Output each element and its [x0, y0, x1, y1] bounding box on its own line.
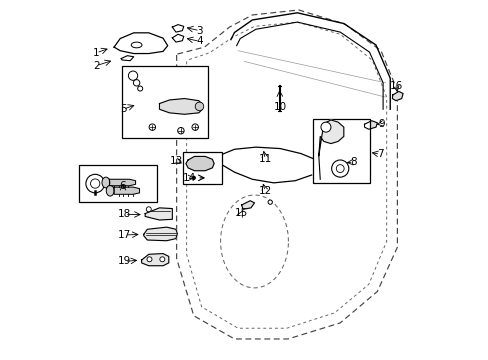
Circle shape	[128, 71, 138, 80]
Text: 11: 11	[258, 154, 271, 164]
Polygon shape	[114, 187, 139, 194]
Text: 16: 16	[389, 81, 402, 91]
Text: 1: 1	[93, 48, 100, 58]
Polygon shape	[109, 179, 135, 186]
Polygon shape	[142, 253, 168, 266]
Text: 4: 4	[196, 36, 203, 46]
Circle shape	[133, 80, 140, 86]
Circle shape	[146, 207, 151, 212]
Text: 18: 18	[118, 209, 131, 219]
Text: 13: 13	[170, 156, 183, 166]
Circle shape	[320, 122, 330, 132]
Circle shape	[147, 257, 152, 262]
Circle shape	[149, 124, 155, 130]
Polygon shape	[143, 227, 177, 241]
Polygon shape	[172, 24, 183, 32]
Text: 14: 14	[182, 173, 195, 183]
Circle shape	[195, 102, 203, 111]
Circle shape	[192, 124, 198, 130]
Polygon shape	[159, 99, 202, 114]
Text: 8: 8	[349, 157, 356, 167]
Text: 5: 5	[120, 104, 126, 114]
Text: 3: 3	[196, 26, 203, 36]
Circle shape	[177, 127, 184, 134]
Circle shape	[267, 200, 272, 204]
Bar	[122, 66, 207, 138]
Text: 15: 15	[235, 208, 248, 218]
Bar	[80, 165, 157, 202]
Polygon shape	[241, 201, 254, 209]
Ellipse shape	[106, 185, 114, 196]
Polygon shape	[391, 91, 402, 101]
Circle shape	[336, 165, 344, 172]
Circle shape	[90, 179, 100, 188]
Text: 17: 17	[118, 230, 131, 240]
Text: 2: 2	[93, 61, 100, 71]
Text: 19: 19	[118, 256, 131, 266]
Text: 9: 9	[378, 118, 385, 129]
Ellipse shape	[102, 177, 110, 188]
Circle shape	[191, 176, 196, 180]
Text: 12: 12	[258, 186, 271, 197]
Text: 10: 10	[273, 102, 286, 112]
Bar	[312, 118, 369, 183]
Text: 6: 6	[120, 181, 126, 191]
Polygon shape	[145, 208, 172, 220]
Circle shape	[160, 257, 164, 262]
Polygon shape	[114, 33, 167, 54]
Circle shape	[331, 160, 348, 177]
Polygon shape	[172, 34, 183, 42]
Text: 7: 7	[376, 149, 383, 159]
Polygon shape	[364, 121, 377, 129]
Polygon shape	[318, 120, 343, 156]
Polygon shape	[185, 157, 214, 171]
Circle shape	[86, 174, 104, 193]
Polygon shape	[121, 56, 134, 61]
Bar	[183, 152, 221, 184]
Circle shape	[138, 86, 142, 91]
Ellipse shape	[131, 42, 142, 48]
